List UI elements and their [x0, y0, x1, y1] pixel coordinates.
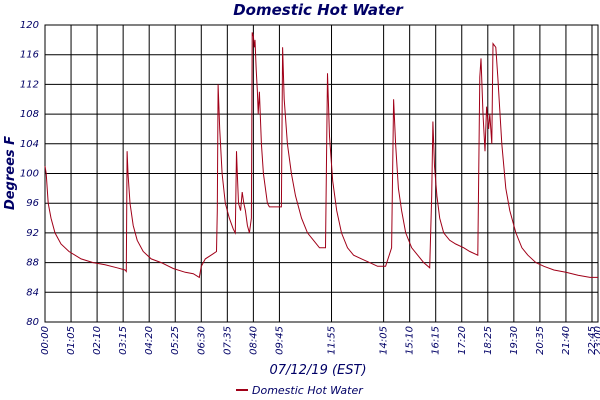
x-tick-label: 23:00 [593, 326, 600, 355]
x-tick-label: 02:10 [92, 326, 103, 355]
y-tick-label: 96 [26, 198, 39, 209]
y-tick-label: 92 [26, 228, 39, 239]
x-tick-label: 17:20 [457, 326, 468, 355]
x-tick-label: 03:15 [118, 326, 129, 355]
x-tick-label: 14:05 [379, 326, 390, 355]
legend-label: Domestic Hot Water [252, 384, 364, 397]
y-tick-label: 100 [20, 169, 39, 180]
x-tick-label: 21:40 [561, 326, 572, 355]
x-tick-label: 09:45 [274, 326, 285, 355]
x-tick-label: 08:40 [248, 326, 259, 355]
y-tick-label: 104 [20, 139, 39, 150]
x-tick-label: 15:10 [405, 326, 416, 355]
x-tick-label: 04:20 [144, 326, 155, 355]
x-axis-label: 07/12/19 (EST) [269, 363, 366, 378]
y-tick-label: 84 [26, 287, 39, 298]
x-tick-label: 06:30 [196, 326, 207, 355]
x-tick-label: 07:35 [222, 326, 233, 355]
y-axis-label: Degrees F [3, 136, 18, 210]
x-tick-label: 11:55 [327, 326, 338, 355]
y-tick-label: 120 [20, 20, 39, 31]
x-tick-label: 20:35 [535, 326, 546, 355]
chart-title: Domestic Hot Water [233, 1, 404, 19]
x-tick-label: 22:45 [587, 326, 598, 355]
x-tick-label: 16:15 [431, 326, 442, 355]
y-tick-label: 116 [20, 50, 39, 61]
x-tick-label: 18:25 [483, 326, 494, 355]
x-tick-label: 00:00 [40, 326, 51, 355]
y-tick-label: 88 [26, 258, 39, 269]
x-tick-label: 19:30 [509, 326, 520, 355]
y-tick-label: 80 [26, 317, 39, 328]
data-line [44, 32, 598, 279]
y-tick-label: 112 [20, 79, 39, 90]
y-tick-label: 108 [20, 109, 39, 120]
x-tick-label: 01:05 [66, 326, 77, 355]
x-tick-label: 05:25 [170, 326, 181, 355]
